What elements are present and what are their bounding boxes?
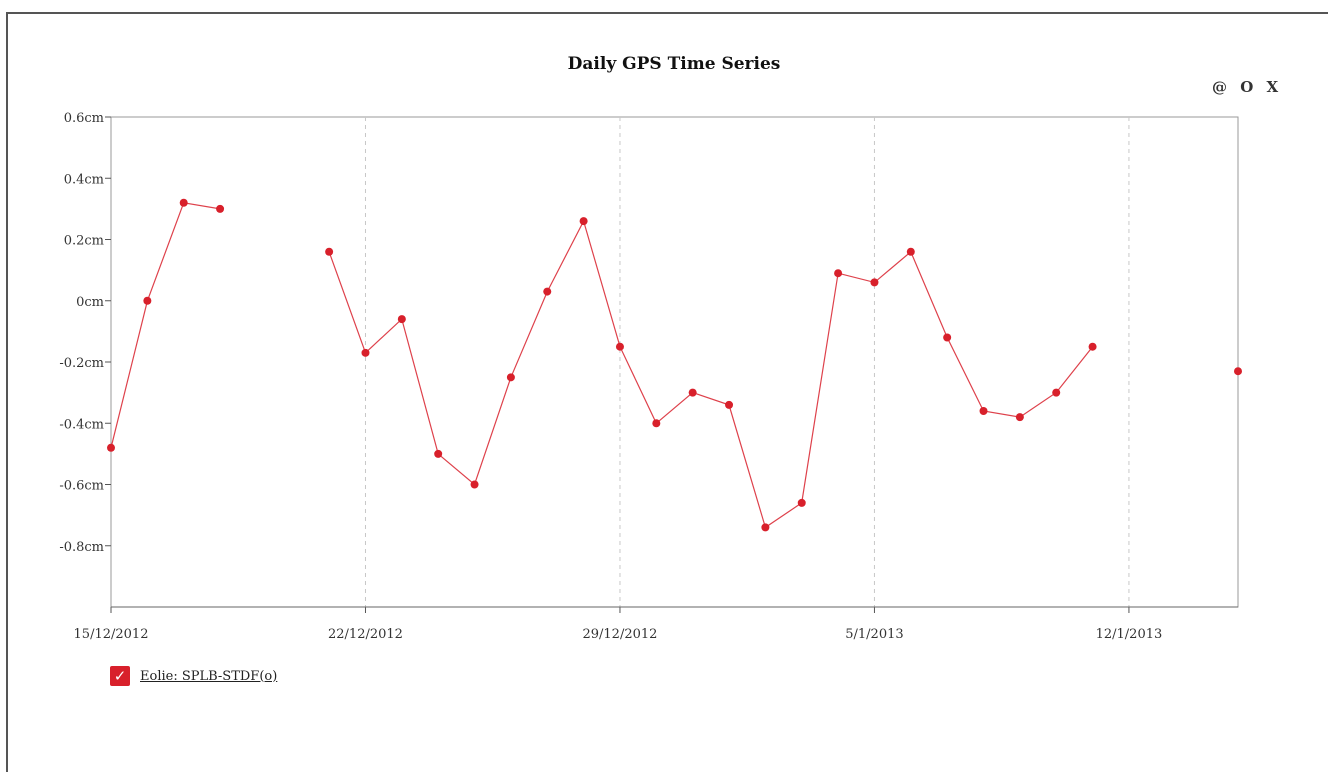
data-point [979,407,988,415]
y-tick-label: 0cm [76,295,104,310]
camera-icon[interactable]: @ [1212,78,1228,96]
checkmark-icon: ✓ [113,667,127,685]
zoom-reset-icon[interactable]: O [1240,78,1255,96]
data-point [761,523,770,532]
x-tick-label: 12/1/2013 [1096,627,1163,642]
legend: ✓ Eolie: SPLB-STDF(o) [110,666,277,686]
x-tick-label: 22/12/2012 [328,627,403,642]
data-point [325,247,334,256]
data-point [397,315,406,324]
data-point [1234,367,1242,376]
data-point [1088,342,1097,351]
plot-border [110,116,1239,608]
data-point [216,204,225,213]
data-point [434,449,443,458]
data-point [906,247,915,256]
close-icon[interactable]: X [1266,78,1280,96]
data-point [615,342,624,351]
data-point [470,480,479,489]
data-point [543,287,552,296]
data-point [579,217,588,226]
y-tick-label: 0.6cm [64,111,104,126]
y-tick-label: -0.2cm [59,356,104,371]
data-point [506,373,515,382]
data-point [943,333,952,342]
data-point [179,198,188,207]
data-point [361,348,370,357]
data-point [1052,388,1061,397]
series-line [110,202,221,448]
data-point [652,419,661,428]
data-point [834,269,843,278]
legend-series-label[interactable]: Eolie: SPLB-STDF(o) [140,668,278,684]
chart-frame [6,12,1328,772]
y-tick-label: -0.6cm [59,479,104,494]
data-point [1015,413,1024,422]
data-point [870,278,879,287]
data-point [797,498,806,507]
plot-area[interactable]: 15/12/2012 22/12/2012 29/12/2012 5/1/2013 12… [0,0,1328,746]
chart-title: Daily GPS Time Series [567,54,781,74]
y-tick-label: -0.4cm [59,417,104,432]
data-point [143,296,152,305]
y-tick-label: -0.8cm [59,540,104,555]
y-tick-label: 0.4cm [64,172,104,187]
data-point [107,443,115,452]
x-tick-label: 15/12/2012 [74,627,149,642]
data-point [725,400,734,409]
data-point [688,388,697,397]
x-tick-label: 5/1/2013 [845,627,903,642]
series-line [328,219,1094,529]
y-tick-label: 0.2cm [64,234,104,249]
legend-checkbox[interactable]: ✓ [110,666,130,686]
x-tick-label: 29/12/2012 [582,627,657,642]
chart-toolbar: @ O X [1212,78,1285,96]
